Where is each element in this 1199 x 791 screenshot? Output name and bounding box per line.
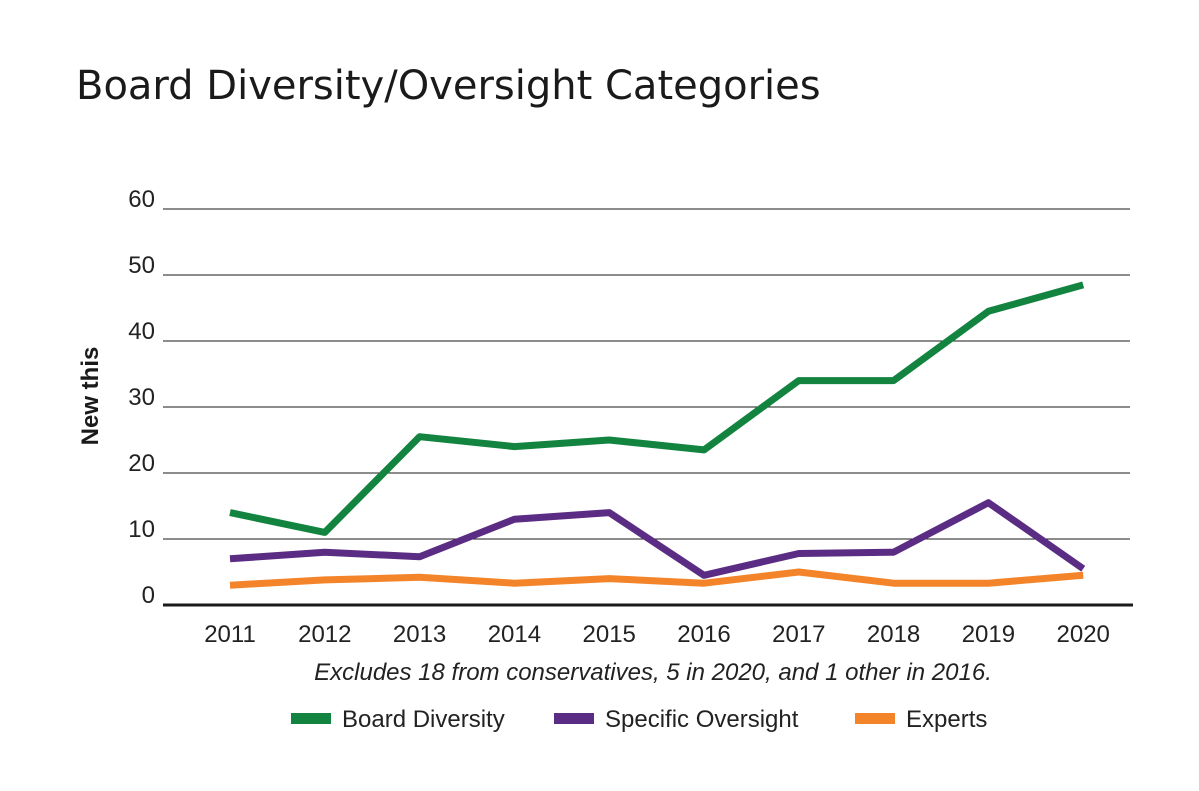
- legend-label-board-diversity: Board Diversity: [342, 706, 505, 733]
- series-line-specific-oversight: [229, 499, 1086, 579]
- x-tick-label: 2016: [677, 621, 730, 648]
- x-tick-label: 2019: [962, 621, 1015, 648]
- legend-label-specific-oversight: Specific Oversight: [605, 706, 799, 733]
- x-tick-label: 2013: [393, 621, 446, 648]
- x-tick-label: 2020: [1057, 621, 1110, 648]
- x-tick-label: 2011: [204, 621, 256, 648]
- y-tick-label: 50: [128, 252, 155, 279]
- legend-swatch-specific-oversight: [554, 713, 594, 724]
- legend-swatch-board-diversity: [291, 713, 331, 724]
- y-tick-label: 10: [128, 516, 155, 543]
- chart-note: Excludes 18 from conservatives, 5 in 202…: [314, 659, 992, 686]
- series-line-board-diversity: [229, 281, 1085, 536]
- y-tick-label: 30: [128, 384, 155, 411]
- series-line-experts: [229, 568, 1084, 589]
- x-tick-label: 2015: [583, 621, 636, 648]
- legend-swatch-experts: [855, 713, 895, 724]
- x-axis-ticks: 2011 2012 2013 2014 2015 2016 2017 2018 2019 2020: [204, 621, 1110, 648]
- legend-label-experts: Experts: [906, 706, 987, 733]
- x-tick-label: 2014: [488, 621, 541, 648]
- x-tick-label: 2012: [298, 621, 351, 648]
- y-tick-label: 60: [128, 186, 155, 213]
- y-axis-ticks: 0 10 20 30 40 50 60: [128, 186, 155, 609]
- y-tick-label: 0: [142, 582, 155, 609]
- y-axis-label: New this: [77, 347, 104, 446]
- y-tick-label: 40: [128, 318, 155, 345]
- series-lines: [229, 281, 1086, 589]
- legend: Board Diversity Specific Oversight Experts: [291, 706, 987, 733]
- x-tick-label: 2017: [772, 621, 825, 648]
- grid-lines: [163, 208, 1130, 540]
- y-tick-label: 20: [128, 450, 155, 477]
- chart-title: Board Diversity/Oversight Categories: [76, 63, 821, 109]
- x-tick-label: 2018: [867, 621, 920, 648]
